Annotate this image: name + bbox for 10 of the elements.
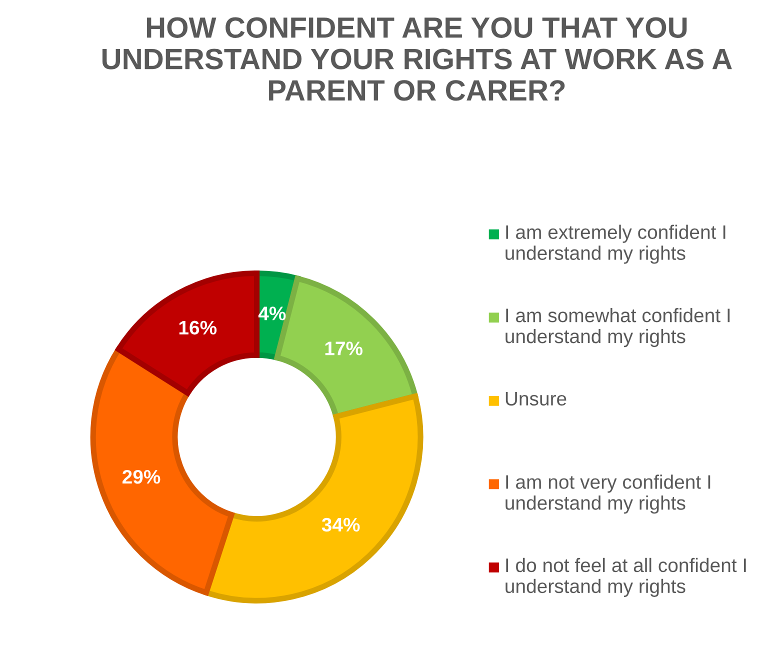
data-label: 34% (322, 518, 360, 532)
data-label: 16% (179, 320, 217, 335)
chart-title: HOW CONFIDENT ARE YOU THAT YOU UNDERSTAND YOUR RIGHTS AT WORK AS A PARENT OR CARER? (102, 17, 732, 101)
legend-label: I am somewhat confident I understand my rights (506, 308, 730, 348)
data-label: 29% (122, 470, 160, 484)
legend-label: I do not feel at all confident I understand my rights (506, 558, 746, 597)
legend-label: Unsure (506, 392, 566, 406)
data-label: 17% (325, 342, 363, 356)
legend-label: I am not very confident I understand my rights (506, 474, 710, 514)
legend-label: I am extremely confident I understand my rights (506, 224, 726, 264)
